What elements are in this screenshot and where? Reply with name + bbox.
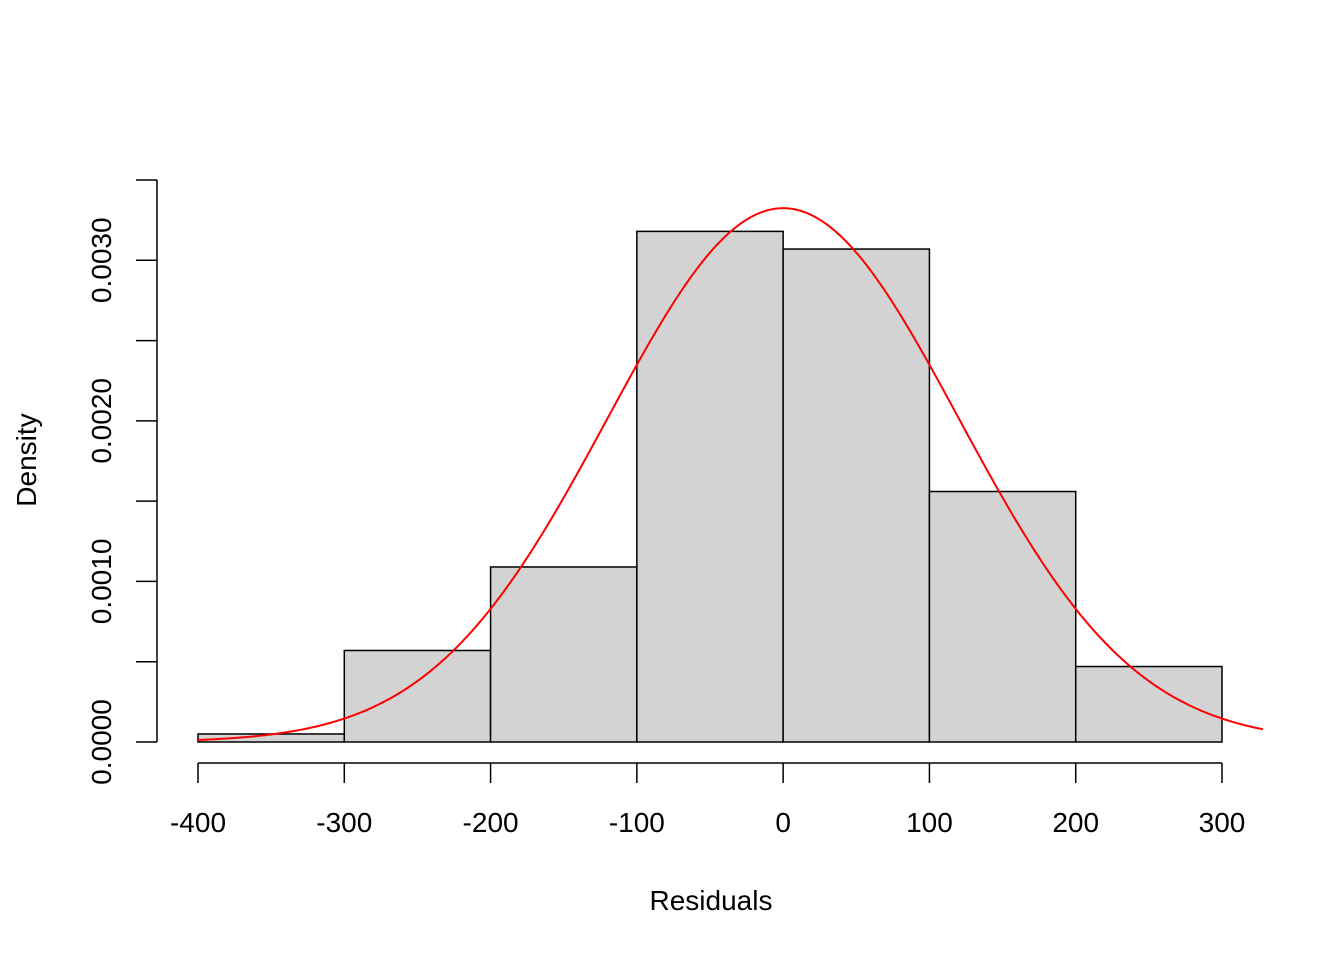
y-tick-label: 0.0000 [86,699,117,785]
x-tick-label: -100 [609,807,665,838]
histogram-bar [1074,665,1223,743]
x-tick-label: -200 [463,807,519,838]
histogram-bars [197,230,1223,743]
x-tick-label: -300 [316,807,372,838]
histogram-bar [343,649,492,743]
x-tick-label: 0 [775,807,791,838]
normal-density-curve [197,207,1264,741]
x-tick-label: 100 [906,807,953,838]
x-tick-label: -400 [170,807,226,838]
x-tick-label: 300 [1199,807,1246,838]
histogram-bar [928,490,1077,743]
y-axis: 0.0000 0.0010 0.0020 0.0030 [86,179,158,785]
histogram-bar [782,248,931,743]
y-tick-label: 0.0030 [86,217,117,303]
y-tick-label: 0.0020 [86,378,117,464]
histogram-bar [489,566,638,743]
y-axis-label: Density [11,413,42,506]
x-axis-label: Residuals [650,885,773,916]
histogram-bar [636,230,784,743]
x-tick-label: 200 [1052,807,1099,838]
x-axis: -400 -300 -200 -100 0 100 200 300 [170,762,1246,838]
y-tick-label: 0.0010 [86,539,117,625]
